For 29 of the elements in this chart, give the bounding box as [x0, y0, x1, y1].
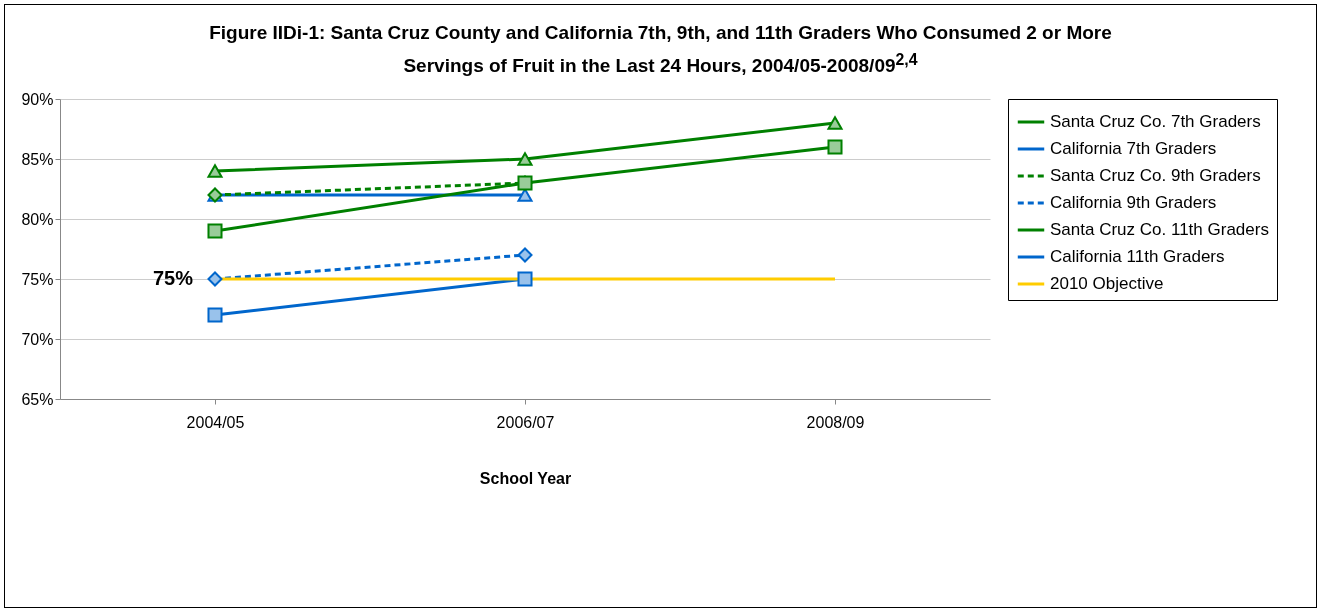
point — [207, 164, 223, 178]
point — [517, 247, 533, 263]
x-tick-label: 2008/09 — [806, 413, 865, 431]
legend-label: Santa Cruz Co. 9th Graders — [1050, 166, 1261, 186]
annotation: 75% — [152, 267, 194, 290]
y-tick-label: 80% — [21, 210, 54, 228]
point — [207, 223, 223, 239]
point — [207, 307, 223, 323]
y-tick-label: 90% — [21, 90, 54, 108]
point — [207, 271, 223, 287]
point — [827, 116, 843, 130]
y-tick-label: 75% — [21, 270, 54, 288]
x-tick-label: 2006/07 — [496, 413, 555, 431]
legend-label: Santa Cruz Co. 7th Graders — [1050, 112, 1261, 132]
chart-title: Figure IIDi-1: Santa Cruz County and California 7th, 9th, and 11th Graders Who Consumed 2 or More Servings of Fruit in the Last 24 Hours, 2004/05-2008/09$^{2,4}$ — [208, 21, 1113, 78]
legend-label: California 11th Graders — [1050, 247, 1225, 267]
y-tick-label: 65% — [21, 390, 54, 408]
point — [827, 139, 843, 155]
legend-label: 2010 Objective — [1050, 274, 1164, 294]
y-tick-label: 70% — [21, 330, 54, 348]
x-axis-title: School Year — [479, 469, 572, 487]
legend-label: California 7th Graders — [1050, 139, 1217, 159]
y-tick-label: 85% — [21, 150, 54, 168]
point — [517, 152, 533, 166]
legend-label: California 9th Graders — [1050, 193, 1217, 213]
legend-label: Santa Cruz Co. 11th Graders — [1050, 220, 1269, 240]
point — [517, 175, 533, 191]
x-tick-label: 2004/05 — [186, 413, 245, 431]
point — [517, 271, 533, 287]
